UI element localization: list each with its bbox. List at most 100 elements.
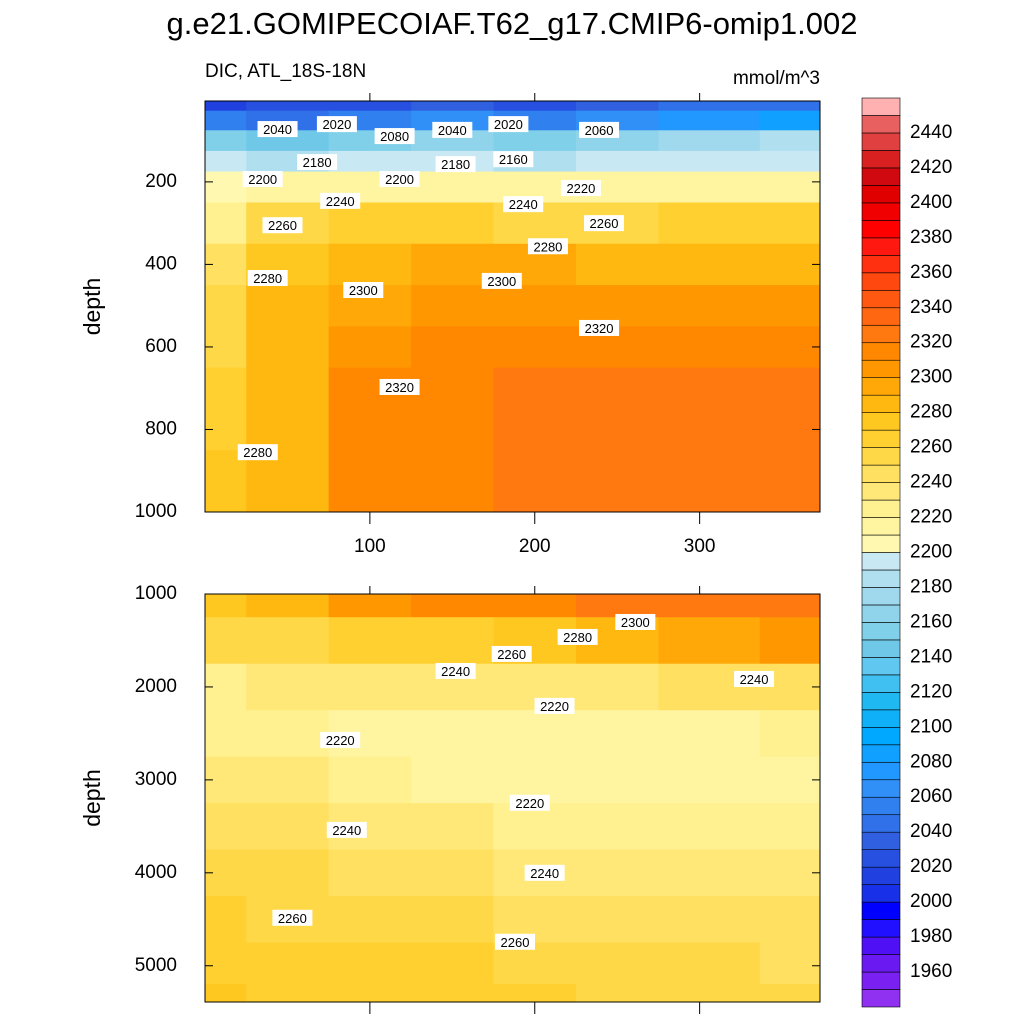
colorbar-label: 2300 xyxy=(910,367,952,388)
colorbar-box xyxy=(861,167,901,186)
field-cell xyxy=(759,202,820,245)
contour-label: 2300 xyxy=(487,274,516,289)
field-cell xyxy=(328,617,412,665)
colorbar-box xyxy=(861,692,901,711)
field-cell xyxy=(493,491,577,512)
contour-label-box xyxy=(247,270,288,287)
contour-label-box xyxy=(488,116,529,133)
colorbar-label: 1980 xyxy=(910,926,952,947)
field-cell xyxy=(411,942,495,985)
field-cell xyxy=(411,803,495,851)
field-cell xyxy=(759,803,820,851)
colorbar-label: 2280 xyxy=(910,402,952,423)
contour-label: 2260 xyxy=(278,911,307,926)
colorbar-label: 2100 xyxy=(910,716,952,737)
contour-label: 2280 xyxy=(243,445,272,460)
contour-label: 2220 xyxy=(326,733,355,748)
field-cell xyxy=(493,285,577,327)
field-cell xyxy=(658,110,761,131)
field-cell xyxy=(575,101,659,112)
field-cell xyxy=(205,896,247,944)
field-cell xyxy=(759,150,820,173)
colorbar-label: 2380 xyxy=(910,227,952,248)
field xyxy=(205,594,820,1002)
field-cell xyxy=(246,367,330,410)
contour-label: 2220 xyxy=(566,181,595,196)
field-cell xyxy=(658,617,761,665)
field-cell xyxy=(328,756,412,804)
field-cell xyxy=(759,130,820,152)
field-cell xyxy=(658,130,761,152)
field-cell xyxy=(658,803,761,851)
contour-label: 2320 xyxy=(585,321,614,336)
field-cell xyxy=(575,408,659,451)
contour-label-box xyxy=(237,444,278,461)
field-cell xyxy=(575,942,659,985)
colorbar-box xyxy=(861,499,901,518)
colorbar-box xyxy=(861,342,901,361)
field-cell xyxy=(759,285,820,327)
colorbar-box xyxy=(861,97,901,116)
contour-label: 2180 xyxy=(441,157,470,172)
colorbar-box xyxy=(861,482,901,501)
contour-label-box xyxy=(435,662,476,679)
field-cell xyxy=(575,285,659,327)
field-cell xyxy=(411,756,495,804)
field-cell xyxy=(493,710,577,758)
field-cell xyxy=(246,803,330,851)
contour-label-box xyxy=(272,909,313,926)
colorbar-box xyxy=(861,150,901,169)
colorbar-box xyxy=(861,814,901,833)
field-cell xyxy=(411,367,495,410)
contour-label-box xyxy=(379,378,420,395)
contour-label: 2260 xyxy=(497,647,526,662)
colorbar-box xyxy=(861,394,901,413)
colorbar-box xyxy=(861,552,901,571)
field-cell xyxy=(246,756,330,804)
colorbar-box xyxy=(861,727,901,746)
field-cell xyxy=(658,202,761,245)
colorbar-label: 2260 xyxy=(910,437,952,458)
contour-label: 2180 xyxy=(303,155,332,170)
field-cell xyxy=(328,896,412,944)
field-cell xyxy=(658,101,761,112)
contour-label: 2220 xyxy=(515,796,544,811)
field-cell xyxy=(759,663,820,711)
field-cell xyxy=(658,491,761,512)
field-cell xyxy=(575,491,659,512)
contour-label-box xyxy=(579,319,620,336)
field-cell xyxy=(205,130,247,152)
field-cell xyxy=(411,101,495,112)
colorbar-label: 2040 xyxy=(910,821,952,842)
colorbar-box xyxy=(861,989,901,1008)
field-cell xyxy=(205,983,247,1002)
field xyxy=(205,101,820,512)
field-cell xyxy=(205,942,247,985)
field-cell xyxy=(759,367,820,410)
field-cell xyxy=(759,756,820,804)
field-cell xyxy=(328,983,412,1002)
field-cell xyxy=(411,617,495,665)
field-cell xyxy=(205,367,247,410)
colorbar-box xyxy=(861,429,901,448)
contour-label: 2260 xyxy=(268,218,297,233)
field-cell xyxy=(246,594,330,618)
contour-label-box xyxy=(242,170,283,187)
field-cell xyxy=(328,150,412,173)
field-cell xyxy=(411,110,495,131)
field-cell xyxy=(246,942,330,985)
field-cell xyxy=(411,710,495,758)
field-cell xyxy=(759,896,820,944)
field-cell xyxy=(493,408,577,451)
colorbar-label: 2400 xyxy=(910,192,952,213)
contour-label: 2220 xyxy=(540,699,569,714)
contour-label-box xyxy=(379,170,420,187)
colorbar-box xyxy=(861,587,901,606)
colorbar-box xyxy=(861,604,901,623)
colorbar-label: 2000 xyxy=(910,891,952,912)
colorbar-box xyxy=(861,307,901,326)
colorbar-label: 2020 xyxy=(910,856,952,877)
field-cell xyxy=(759,243,820,286)
colorbar-box xyxy=(861,464,901,483)
contour-label-box xyxy=(560,180,601,197)
